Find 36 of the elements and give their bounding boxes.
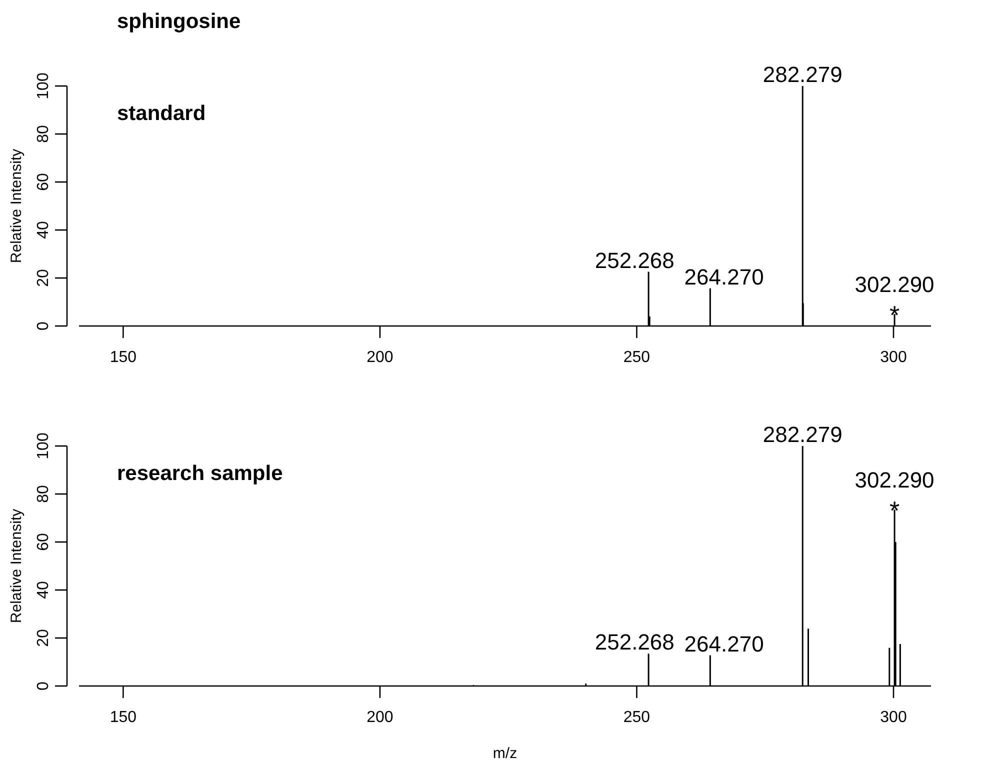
y-tick-label: 20	[35, 269, 52, 287]
x-tick-label: 250	[623, 709, 650, 726]
y-tick-label: 20	[35, 629, 52, 647]
annotation: 282.279	[762, 62, 842, 87]
annotation: 302.290	[854, 468, 934, 493]
y-tick-label: 60	[35, 533, 52, 551]
y-tick-label: 80	[35, 125, 52, 143]
y-axis-title: Relative Intensity	[8, 508, 25, 624]
y-tick-label: 40	[35, 221, 52, 239]
y-tick-label: 0	[35, 321, 52, 330]
annotation: *	[889, 496, 900, 526]
y-tick-label: 60	[35, 173, 52, 191]
annotation: 282.279	[762, 422, 842, 447]
y-axis-title: Relative Intensity	[8, 148, 25, 264]
text: standard	[117, 102, 206, 125]
x-tick-label: 300	[880, 349, 907, 366]
x-axis-title: m/z	[492, 745, 518, 762]
annotation: 252.268	[594, 248, 674, 273]
x-tick-label: 200	[366, 349, 394, 366]
x-tick-label: 150	[110, 709, 137, 726]
annotation: *	[889, 300, 900, 330]
chart-title: sphingosine	[117, 10, 241, 33]
x-tick-label: 200	[366, 709, 394, 726]
text: research sample	[117, 462, 283, 485]
y-tick-label: 100	[35, 72, 52, 100]
x-tick-label: 300	[880, 709, 907, 726]
x-tick-label: 150	[110, 349, 137, 366]
annotation: 264.270	[684, 631, 764, 656]
y-tick-label: 40	[35, 581, 52, 599]
y-tick-label: 0	[35, 681, 52, 690]
y-tick-label: 80	[35, 485, 52, 503]
annotation: 302.290	[854, 272, 934, 297]
annotation: 264.270	[684, 264, 764, 290]
annotation: 252.268	[594, 630, 674, 655]
x-tick-label: 250	[623, 349, 650, 366]
y-tick-label: 100	[35, 432, 52, 460]
